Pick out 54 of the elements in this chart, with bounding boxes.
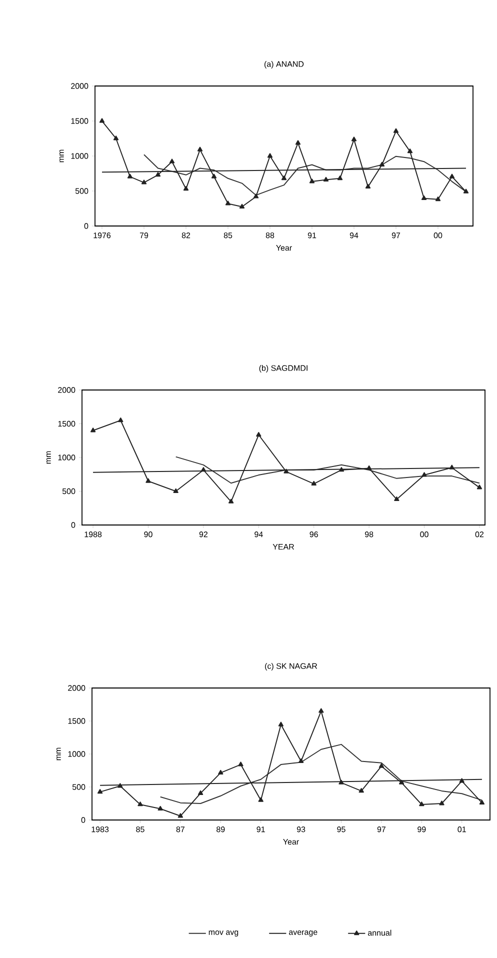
- y-axis-title: mm: [60, 150, 64, 162]
- y-tick-label: 0: [71, 522, 76, 528]
- x-tick-label: 85: [224, 232, 232, 238]
- x-tick-label: 94: [254, 532, 263, 538]
- x-axis-title: Year: [276, 245, 292, 251]
- x-tick-label: 97: [392, 232, 400, 238]
- x-tick-label: 91: [308, 232, 316, 238]
- y-tick-label: 2000: [68, 685, 86, 691]
- x-tick-label: 94: [350, 232, 358, 238]
- y-tick-label: 1500: [58, 420, 76, 427]
- x-tick-label: 79: [140, 232, 148, 238]
- y-axis-title: mm: [46, 451, 51, 464]
- chart-title: (a) ANAND: [264, 61, 304, 68]
- x-tick-label: 93: [296, 826, 306, 832]
- y-tick-label: 2000: [71, 83, 88, 89]
- y-tick-label: 1000: [58, 454, 76, 460]
- x-tick-label: 00: [420, 532, 428, 538]
- legend-label: average: [289, 930, 318, 936]
- y-tick-label: 0: [84, 223, 88, 229]
- y-tick-label: 1000: [71, 153, 88, 159]
- chart-title: (c) SK NAGAR: [265, 663, 318, 670]
- y-tick-label: 1000: [68, 751, 86, 757]
- x-axis-title: Year: [283, 839, 299, 845]
- x-tick-label: 87: [176, 826, 184, 832]
- x-tick-label: 1988: [84, 532, 102, 538]
- x-tick-label: 82: [182, 232, 190, 238]
- x-tick-label: 89: [216, 826, 225, 832]
- x-axis-title: YEAR: [272, 544, 294, 550]
- x-tick-label: 92: [199, 532, 208, 538]
- y-tick-label: 1500: [71, 118, 88, 124]
- x-tick-label: 95: [337, 826, 346, 832]
- y-tick-label: 1500: [68, 718, 86, 724]
- x-tick-label: 02: [475, 532, 484, 538]
- x-tick-label: 88: [266, 232, 274, 238]
- x-tick-label: 97: [377, 826, 386, 832]
- x-tick-label: 91: [256, 826, 265, 832]
- x-tick-label: 00: [434, 232, 442, 238]
- y-tick-label: 2000: [58, 387, 76, 393]
- y-tick-label: 500: [72, 784, 86, 790]
- x-tick-label: 1983: [92, 826, 109, 832]
- x-tick-label: 99: [418, 826, 426, 832]
- legend-label: annual: [368, 930, 392, 936]
- x-tick-label: 98: [364, 532, 374, 538]
- x-tick-label: 90: [144, 532, 152, 538]
- x-tick-label: 01: [458, 826, 466, 832]
- x-tick-label: 96: [310, 532, 318, 538]
- chart-title: (b) SAGDMDI: [259, 365, 308, 372]
- y-tick-label: 0: [81, 817, 86, 823]
- y-tick-label: 500: [62, 488, 76, 494]
- y-tick-label: 500: [75, 188, 88, 194]
- legend-label: mov avg: [208, 930, 238, 936]
- y-axis-title: mm: [56, 748, 61, 760]
- x-tick-label: 1976: [94, 232, 111, 238]
- x-tick-label: 85: [136, 826, 144, 832]
